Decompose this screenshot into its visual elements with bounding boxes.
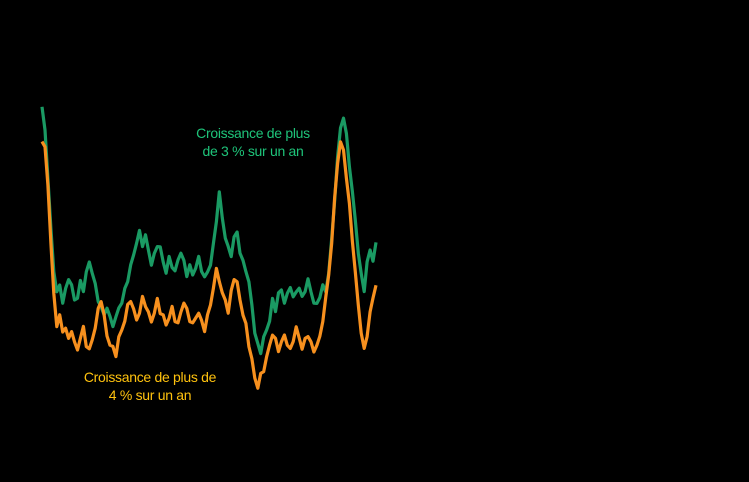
- annotation-4pct-line2: 4 % sur un an: [108, 387, 192, 403]
- series-line-3pct: [40, 106, 378, 356]
- annotation-3pct-line1: Croissance de plus: [196, 125, 310, 141]
- annotation-4pct-line1: Croissance de plus de: [83, 369, 217, 385]
- annotation-3pct: Croissance de plus de 3 % sur un an: [178, 124, 328, 160]
- annotation-4pct: Croissance de plus de 4 % sur un an: [62, 368, 238, 404]
- annotation-3pct-line2: de 3 % sur un an: [202, 143, 304, 159]
- series-line-4pct: [40, 140, 378, 390]
